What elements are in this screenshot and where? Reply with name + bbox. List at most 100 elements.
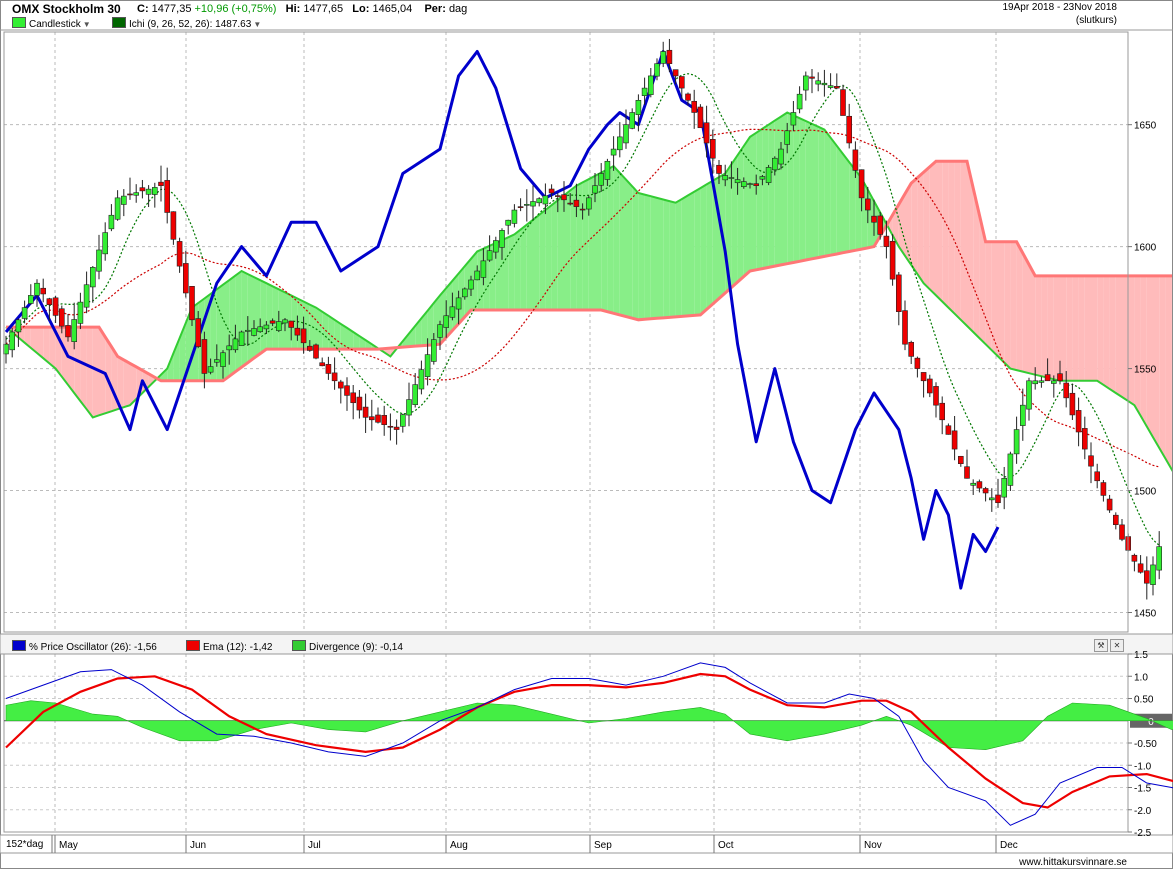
month-tick-label: May <box>59 840 78 851</box>
legend-ichimoku[interactable]: Ichi (9, 26, 52, 26): 1487.63 ▼ <box>112 17 261 30</box>
candle-body <box>393 426 400 430</box>
candle-body <box>46 298 53 305</box>
candle-body <box>1094 471 1100 482</box>
candle-body <box>1038 380 1045 383</box>
legend-oscillator[interactable]: % Price Oscillator (26): -1,56 <box>12 640 157 653</box>
candle-body <box>1082 428 1088 450</box>
close-value: 1477,35 <box>151 3 192 15</box>
candle-body <box>257 326 264 333</box>
cloud-segment <box>818 126 825 258</box>
candle-body <box>604 160 611 180</box>
candle-body <box>1063 382 1069 399</box>
candle-body <box>1044 374 1051 382</box>
cloud-segment <box>1140 275 1147 427</box>
period-box[interactable]: 152*dag <box>6 839 44 850</box>
ichimoku-swatch-icon <box>112 17 126 28</box>
cloud-segment <box>675 199 682 317</box>
price-oscillator-line <box>5 662 1173 826</box>
month-tick-label: Dec <box>1000 840 1018 851</box>
overlay-line <box>4 50 1000 590</box>
cloud-segment <box>1004 241 1011 369</box>
cloud-segment <box>210 289 217 381</box>
candle-body <box>877 215 884 235</box>
cloud-segment <box>750 132 757 272</box>
legend-divergence[interactable]: Divergence (9): -0,14 <box>292 640 403 653</box>
candle-body <box>164 180 170 213</box>
candle-body <box>616 136 623 151</box>
cloud-segment <box>1153 275 1160 448</box>
cloud-segment <box>86 327 93 418</box>
divergence-swatch-icon <box>292 640 306 651</box>
cloud-segment <box>130 363 137 406</box>
cloud-segment <box>1128 275 1135 406</box>
oscillator-swatch-icon <box>12 640 26 651</box>
cloud-segment <box>607 166 614 314</box>
candle-body <box>15 319 22 333</box>
candle-body <box>331 372 338 382</box>
candle-body <box>666 49 673 65</box>
candle-body <box>1032 380 1038 385</box>
candle-body <box>697 106 704 129</box>
candle-body <box>790 112 797 126</box>
indicator-lines <box>4 50 1160 590</box>
candle-body <box>809 76 815 79</box>
candle-body <box>424 354 431 377</box>
cloud-segment <box>514 229 521 311</box>
candle-body <box>685 93 691 101</box>
candle-body <box>1156 546 1162 571</box>
cloud-segment <box>793 115 800 263</box>
cloud-segment <box>731 155 738 288</box>
cloud-segment <box>576 182 583 311</box>
candle-body <box>251 328 257 336</box>
candle-body <box>381 415 388 425</box>
candle-body <box>691 100 698 113</box>
cloud-segment <box>502 237 509 311</box>
cloud-segment <box>694 188 701 316</box>
cloud-segment <box>334 319 341 350</box>
candle-body <box>158 181 164 186</box>
candle-body <box>561 194 567 201</box>
candle-body <box>269 320 276 324</box>
cloud-segment <box>836 145 843 254</box>
candle-body <box>759 176 766 180</box>
cloud-segment <box>960 161 967 326</box>
candle-body <box>635 99 642 115</box>
candle-body <box>282 319 288 324</box>
settings-wrench-icon[interactable]: ⚒ <box>1094 639 1108 652</box>
cloud-segment <box>340 323 347 350</box>
candle-body <box>771 157 778 171</box>
cloud-segment <box>24 327 31 348</box>
candle-body <box>207 366 214 373</box>
cloud-segment <box>737 146 744 282</box>
close-pane-icon[interactable]: ✕ <box>1110 639 1124 652</box>
candle-body <box>523 204 530 206</box>
candle-body <box>108 214 115 230</box>
cloud-segment <box>241 271 248 368</box>
candle-body <box>1026 380 1032 410</box>
cloud-segment <box>564 190 571 311</box>
month-tick-label: Nov <box>864 840 882 851</box>
candle-body <box>220 352 226 367</box>
candle-body <box>430 339 437 362</box>
cloud-segment <box>266 283 273 350</box>
cloud-segment <box>1115 275 1122 398</box>
legend-ema[interactable]: Ema (12): -1,42 <box>186 640 272 653</box>
close-change: +10,96 (+0,75%) <box>194 3 277 15</box>
candle-body <box>548 188 555 194</box>
candle-body <box>337 381 344 389</box>
candle-body <box>802 75 809 91</box>
cloud-segment <box>1109 275 1116 393</box>
cloud-segment <box>1165 275 1172 470</box>
cloud-segment <box>787 112 794 264</box>
legend-candlestick[interactable]: Candlestick ▼ <box>12 17 91 30</box>
candle-body <box>976 481 983 489</box>
cloud-segment <box>967 161 974 332</box>
candle-body <box>362 406 369 418</box>
cloud-segment <box>272 286 279 350</box>
cloud-segment <box>74 327 81 402</box>
cloud-segment <box>626 179 633 319</box>
candle-body <box>964 466 970 479</box>
cloud-segment <box>812 123 819 259</box>
cloud-segment <box>849 162 856 252</box>
cloud-segment <box>570 185 577 311</box>
